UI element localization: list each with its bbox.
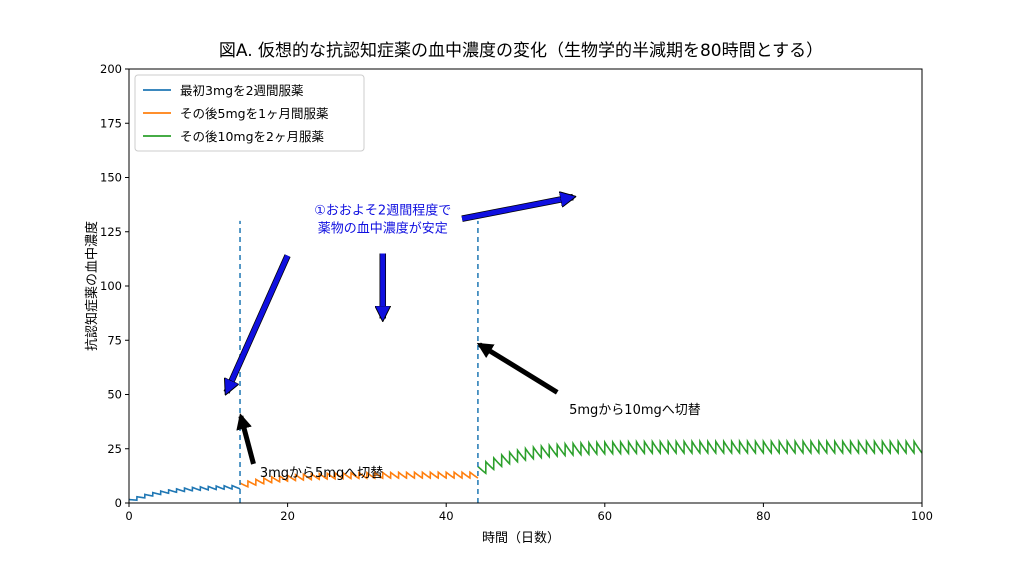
switch-lines — [239, 220, 479, 503]
annotation-text: ①おおよそ2週間程度で — [314, 202, 451, 218]
y-tick-label: 125 — [100, 225, 122, 239]
y-tick-label: 175 — [100, 116, 122, 130]
series-line — [128, 484, 241, 502]
y-tick-label: 100 — [100, 279, 122, 293]
annotation-text: 3mgから5mgへ切替 — [260, 466, 383, 481]
series-line — [477, 438, 923, 475]
legend-box — [134, 74, 365, 152]
x-tick-label: 80 — [756, 509, 771, 523]
annotation-text: 5mgから10mgへ切替 — [569, 403, 701, 418]
x-tick-label: 100 — [911, 509, 933, 523]
y-axis-label: 抗認知症薬の血中濃度 — [84, 221, 100, 351]
y-tick-label: 25 — [107, 442, 122, 456]
x-tick-label: 40 — [439, 509, 454, 523]
blue-arrow — [461, 197, 573, 222]
x-tick-label: 20 — [280, 509, 295, 523]
black-arrow — [236, 413, 256, 465]
blue-arrow — [227, 254, 290, 393]
y-tick-label: 150 — [100, 171, 122, 185]
series-line — [239, 470, 479, 488]
y-tick-label: 200 — [100, 62, 122, 76]
annotation-text: 薬物の血中濃度が安定 — [318, 220, 448, 236]
x-axis: 0 20 40 60 80 100 — [125, 503, 933, 523]
black-arrow — [476, 342, 559, 395]
y-axis: 0 25 50 75 100 125 150 175 200 — [100, 62, 129, 510]
annotation-arrows — [223, 197, 574, 465]
chart-title: 図A. 仮想的な抗認知症薬の血中濃度の変化（生物学的半減期を80時間とする） — [219, 41, 823, 61]
y-tick-label: 0 — [115, 496, 122, 510]
legend-entry: その後5mgを1ヶ月間服薬 — [180, 106, 329, 121]
x-tick-label: 0 — [125, 509, 132, 523]
y-tick-label: 50 — [107, 388, 122, 402]
legend-entry: その後10mgを2ヶ月服薬 — [180, 129, 324, 144]
x-tick-label: 60 — [597, 509, 612, 523]
y-tick-label: 75 — [107, 333, 122, 347]
x-axis-label: 時間（日数） — [482, 531, 560, 546]
legend-entry: 最初3mgを2週間服薬 — [180, 83, 304, 98]
plot-area — [128, 438, 923, 502]
